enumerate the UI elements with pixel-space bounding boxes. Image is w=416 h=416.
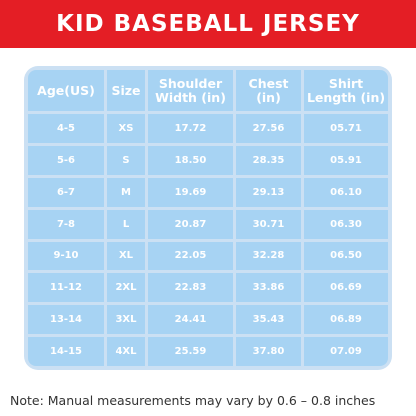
cell-shirt-length: 06.89 [304,305,388,335]
cell-shirt-length: 05.71 [304,114,388,143]
cell-age: 13-14 [28,305,107,335]
cell-age: 7-8 [28,209,107,239]
size-chart-table: Age(US) Size Shoulder Width (in) Chest (… [28,70,388,366]
cell-shirt-length: 06.30 [304,209,388,239]
cell-shirt-length: 07.09 [304,337,388,366]
cell-shoulder-width: 20.87 [148,209,236,239]
cell-chest: 35.43 [236,305,304,335]
cell-shoulder-width: 24.41 [148,305,236,335]
cell-age: 4-5 [28,114,107,143]
cell-size: 2XL [107,273,148,303]
cell-shoulder-width: 22.05 [148,241,236,271]
cell-size: 4XL [107,337,148,366]
cell-chest: 37.80 [236,337,304,366]
cell-shirt-length: 05.91 [304,145,388,175]
cell-chest: 28.35 [236,145,304,175]
header-chest: Chest (in) [236,70,304,111]
cell-age: 14-15 [28,337,107,366]
cell-shoulder-width: 25.59 [148,337,236,366]
title-banner: KID BASEBALL JERSEY [0,0,416,48]
cell-age: 11-12 [28,273,107,303]
cell-age: 9-10 [28,241,107,271]
cell-shoulder-width: 17.72 [148,114,236,143]
header-shirt-length: Shirt Length (in) [304,70,388,111]
cell-shoulder-width: 19.69 [148,177,236,207]
cell-shoulder-width: 22.83 [148,273,236,303]
cell-size: M [107,177,148,207]
cell-age: 5-6 [28,145,107,175]
cell-chest: 27.56 [236,114,304,143]
cell-chest: 33.86 [236,273,304,303]
cell-chest: 30.71 [236,209,304,239]
header-shoulder-width: Shoulder Width (in) [148,70,236,111]
cell-age: 6-7 [28,177,107,207]
cell-size: S [107,145,148,175]
cell-chest: 29.13 [236,177,304,207]
header-age: Age(US) [28,70,107,111]
cell-shirt-length: 06.69 [304,273,388,303]
cell-size: XS [107,114,148,143]
cell-shirt-length: 06.10 [304,177,388,207]
page-title: KID BASEBALL JERSEY [56,11,360,37]
cell-chest: 32.28 [236,241,304,271]
cell-size: 3XL [107,305,148,335]
cell-shoulder-width: 18.50 [148,145,236,175]
cell-size: XL [107,241,148,271]
cell-shirt-length: 06.50 [304,241,388,271]
cell-size: L [107,209,148,239]
header-size: Size [107,70,148,111]
measurement-note: Note: Manual measurements may vary by 0.… [10,393,376,408]
